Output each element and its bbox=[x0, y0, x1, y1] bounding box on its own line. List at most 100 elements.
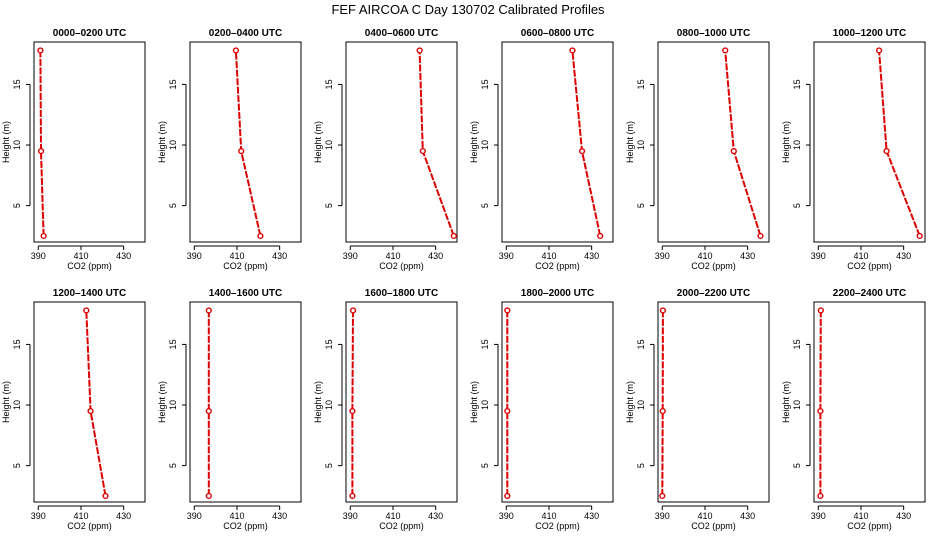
data-point bbox=[232, 47, 239, 54]
x-tick-label: 410 bbox=[73, 511, 88, 521]
x-tick-label: 410 bbox=[229, 511, 244, 521]
panel-title: 1000–1200 UTC bbox=[833, 28, 906, 39]
x-axis-label: CO2 (ppm) bbox=[691, 261, 736, 271]
x-axis-label: CO2 (ppm) bbox=[379, 521, 424, 531]
x-tick-label: 430 bbox=[272, 251, 287, 261]
y-tick-label: 10 bbox=[480, 400, 490, 410]
y-axis-label: Height (m) bbox=[781, 121, 791, 163]
panel-title: 0800–1000 UTC bbox=[677, 28, 750, 39]
data-point bbox=[504, 407, 511, 415]
profile-line bbox=[351, 310, 354, 496]
y-tick-label: 15 bbox=[480, 79, 490, 89]
profile-panel: 0600–0800 UTC 390 410 430 CO2 (ppm) 5 10 15 Heig… bbox=[469, 28, 614, 271]
data-point bbox=[730, 147, 737, 155]
y-tick-label: 10 bbox=[636, 400, 646, 410]
data-point bbox=[37, 47, 44, 54]
profile-panels: 0000–0200 UTC 390 410 430 CO2 (ppm) 5 10 15 Heig… bbox=[1, 28, 926, 531]
data-point bbox=[817, 407, 824, 415]
profile-panel: 2200–2400 UTC 390 410 430 CO2 (ppm) 5 10 15 Heig… bbox=[781, 288, 926, 531]
y-tick-label: 5 bbox=[636, 463, 646, 468]
data-point bbox=[817, 492, 824, 500]
x-tick-label: 430 bbox=[116, 251, 131, 261]
x-tick-label: 390 bbox=[499, 251, 514, 261]
y-tick-label: 10 bbox=[12, 140, 22, 150]
data-point bbox=[504, 492, 511, 500]
figure-title: FEF AIRCOA C Day 130702 Calibrated Profi… bbox=[331, 2, 605, 17]
plot-frame bbox=[813, 41, 926, 243]
panel-title: 0200–0400 UTC bbox=[209, 28, 282, 39]
profile-line bbox=[85, 310, 107, 497]
panel-title: 0400–0600 UTC bbox=[365, 28, 438, 39]
profile-panel: 2000–2200 UTC 390 410 430 CO2 (ppm) 5 10 15 Heig… bbox=[625, 288, 770, 531]
y-tick-label: 5 bbox=[480, 203, 490, 208]
data-point bbox=[883, 147, 890, 155]
profile-panel: 0200–0400 UTC 390 410 430 CO2 (ppm) 5 10 15 Heig… bbox=[157, 28, 302, 271]
y-tick-label: 10 bbox=[12, 400, 22, 410]
profile-line bbox=[571, 50, 602, 237]
y-axis-label: Height (m) bbox=[781, 381, 791, 423]
x-axis-label: CO2 (ppm) bbox=[67, 261, 112, 271]
x-tick-label: 430 bbox=[428, 511, 443, 521]
y-axis-label: Height (m) bbox=[157, 381, 167, 423]
x-tick-label: 410 bbox=[697, 251, 712, 261]
x-tick-label: 430 bbox=[428, 251, 443, 261]
data-point bbox=[238, 147, 245, 155]
plot-frame bbox=[345, 301, 458, 503]
profile-panel: 1000–1200 UTC 390 410 430 CO2 (ppm) 5 10 15 Heig… bbox=[781, 28, 926, 271]
data-point bbox=[659, 492, 666, 500]
y-axis-label: Height (m) bbox=[469, 381, 479, 423]
x-tick-label: 390 bbox=[811, 511, 826, 521]
data-point bbox=[659, 407, 666, 415]
x-tick-label: 430 bbox=[896, 251, 911, 261]
y-tick-label: 15 bbox=[324, 339, 334, 349]
y-tick-label: 10 bbox=[324, 400, 334, 410]
data-point bbox=[102, 492, 109, 500]
x-tick-label: 390 bbox=[31, 251, 46, 261]
x-axis-label: CO2 (ppm) bbox=[223, 261, 268, 271]
y-axis-label: Height (m) bbox=[625, 121, 635, 163]
data-point bbox=[569, 47, 576, 54]
panel-title: 1800–2000 UTC bbox=[521, 288, 594, 299]
data-point bbox=[205, 407, 212, 415]
data-point bbox=[757, 232, 764, 240]
data-point bbox=[876, 47, 883, 54]
profile-line bbox=[234, 50, 262, 237]
panel-title: 0600–0800 UTC bbox=[521, 28, 594, 39]
x-axis-label: CO2 (ppm) bbox=[847, 521, 892, 531]
data-point bbox=[40, 232, 47, 240]
profile-panel: 0000–0200 UTC 390 410 430 CO2 (ppm) 5 10 15 Heig… bbox=[1, 28, 146, 271]
x-tick-label: 390 bbox=[655, 251, 670, 261]
profile-panel: 1200–1400 UTC 390 410 430 CO2 (ppm) 5 10 15 Heig… bbox=[1, 288, 146, 531]
y-tick-label: 5 bbox=[324, 203, 334, 208]
plot-frame bbox=[33, 301, 146, 503]
profile-panel: 1800–2000 UTC 390 410 430 CO2 (ppm) 5 10 15 Heig… bbox=[469, 288, 614, 531]
profile-panel: 0800–1000 UTC 390 410 430 CO2 (ppm) 5 10 15 Heig… bbox=[625, 28, 770, 271]
y-axis-label: Height (m) bbox=[469, 121, 479, 163]
data-point bbox=[349, 307, 357, 314]
x-tick-label: 410 bbox=[541, 511, 556, 521]
y-tick-label: 5 bbox=[12, 463, 22, 468]
y-tick-label: 15 bbox=[168, 339, 178, 349]
data-point bbox=[349, 492, 356, 500]
y-tick-label: 10 bbox=[636, 140, 646, 150]
x-tick-label: 410 bbox=[385, 251, 400, 261]
panel-title: 2200–2400 UTC bbox=[833, 288, 906, 299]
y-tick-label: 5 bbox=[168, 203, 178, 208]
x-axis-label: CO2 (ppm) bbox=[379, 261, 424, 271]
y-tick-label: 5 bbox=[12, 203, 22, 208]
data-point bbox=[916, 232, 923, 240]
x-tick-label: 390 bbox=[343, 251, 358, 261]
profile-panel: 1600–1800 UTC 390 410 430 CO2 (ppm) 5 10 15 Heig… bbox=[313, 288, 458, 531]
y-tick-label: 5 bbox=[792, 463, 802, 468]
profile-line bbox=[418, 50, 455, 237]
x-tick-label: 410 bbox=[853, 511, 868, 521]
x-tick-label: 390 bbox=[499, 511, 514, 521]
x-tick-label: 430 bbox=[584, 251, 599, 261]
x-axis-label: CO2 (ppm) bbox=[847, 261, 892, 271]
data-point bbox=[578, 147, 586, 155]
y-tick-label: 10 bbox=[324, 140, 334, 150]
x-tick-label: 410 bbox=[853, 251, 868, 261]
plot-frame bbox=[501, 41, 614, 243]
data-point bbox=[83, 307, 90, 314]
x-tick-label: 430 bbox=[896, 511, 911, 521]
